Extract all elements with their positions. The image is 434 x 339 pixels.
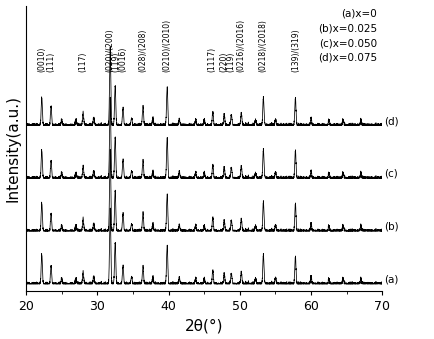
Text: (0218)/(2018): (0218)/(2018): [258, 19, 267, 72]
Text: (a): (a): [384, 275, 398, 285]
Text: (117): (117): [79, 52, 87, 72]
Text: (119): (119): [111, 52, 120, 72]
Text: (0010): (0010): [37, 47, 46, 72]
Text: (020)/(200): (020)/(200): [105, 29, 115, 72]
Y-axis label: Intensity(a.u.): Intensity(a.u.): [6, 95, 20, 202]
Text: (028)/(208): (028)/(208): [138, 29, 147, 72]
X-axis label: 2θ(°): 2θ(°): [184, 318, 223, 334]
Text: (220): (220): [219, 52, 228, 72]
Text: (b): (b): [384, 222, 398, 232]
Text: (111): (111): [46, 52, 56, 72]
Text: (1117): (1117): [207, 47, 216, 72]
Text: (d): (d): [384, 116, 398, 126]
Text: (a)x=0
(b)x=0.025
(c)x=0.050
(d)x=0.075: (a)x=0 (b)x=0.025 (c)x=0.050 (d)x=0.075: [317, 8, 376, 63]
Text: (0016): (0016): [118, 47, 127, 72]
Text: (0216)/(2016): (0216)/(2016): [236, 19, 245, 72]
Text: (139)/(319): (139)/(319): [290, 29, 299, 72]
Text: (c): (c): [384, 169, 397, 179]
Text: (119): (119): [226, 52, 235, 72]
Text: (0210)/(2010): (0210)/(2010): [162, 19, 171, 72]
